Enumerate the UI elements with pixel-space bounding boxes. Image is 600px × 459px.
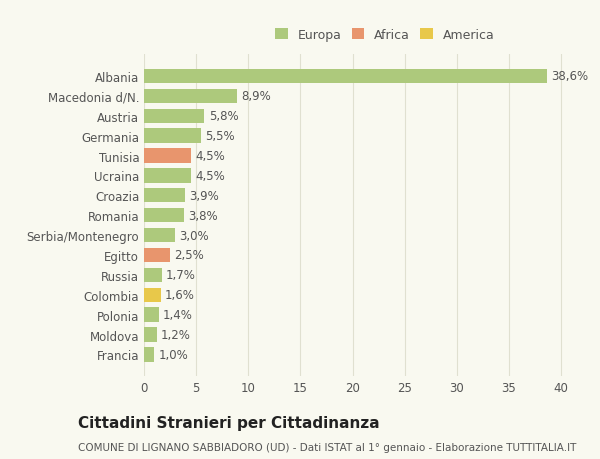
Bar	[144, 70, 547, 84]
Text: 38,6%: 38,6%	[551, 70, 588, 84]
Text: 3,9%: 3,9%	[189, 190, 218, 202]
Text: 3,8%: 3,8%	[188, 209, 217, 222]
Text: 8,9%: 8,9%	[241, 90, 271, 103]
Text: COMUNE DI LIGNANO SABBIADORO (UD) - Dati ISTAT al 1° gennaio - Elaborazione TUTT: COMUNE DI LIGNANO SABBIADORO (UD) - Dati…	[78, 442, 577, 452]
Bar	[144, 288, 161, 302]
Bar	[144, 129, 202, 144]
Text: 1,4%: 1,4%	[163, 308, 193, 321]
Text: 4,5%: 4,5%	[195, 150, 225, 162]
Bar	[144, 109, 205, 123]
Bar	[144, 208, 184, 223]
Text: 2,5%: 2,5%	[174, 249, 204, 262]
Text: 5,8%: 5,8%	[209, 110, 238, 123]
Text: 4,5%: 4,5%	[195, 169, 225, 183]
Bar	[144, 347, 154, 362]
Bar	[144, 268, 162, 282]
Text: 1,0%: 1,0%	[158, 348, 188, 361]
Text: 3,0%: 3,0%	[179, 229, 209, 242]
Bar	[144, 229, 175, 243]
Bar	[144, 149, 191, 163]
Text: Cittadini Stranieri per Cittadinanza: Cittadini Stranieri per Cittadinanza	[78, 415, 380, 431]
Bar	[144, 328, 157, 342]
Legend: Europa, Africa, America: Europa, Africa, America	[273, 26, 497, 44]
Bar	[144, 169, 191, 183]
Bar	[144, 248, 170, 263]
Bar	[144, 308, 158, 322]
Text: 1,6%: 1,6%	[165, 289, 195, 302]
Bar	[144, 90, 237, 104]
Text: 1,7%: 1,7%	[166, 269, 196, 282]
Text: 1,2%: 1,2%	[161, 328, 191, 341]
Bar	[144, 189, 185, 203]
Text: 5,5%: 5,5%	[206, 130, 235, 143]
